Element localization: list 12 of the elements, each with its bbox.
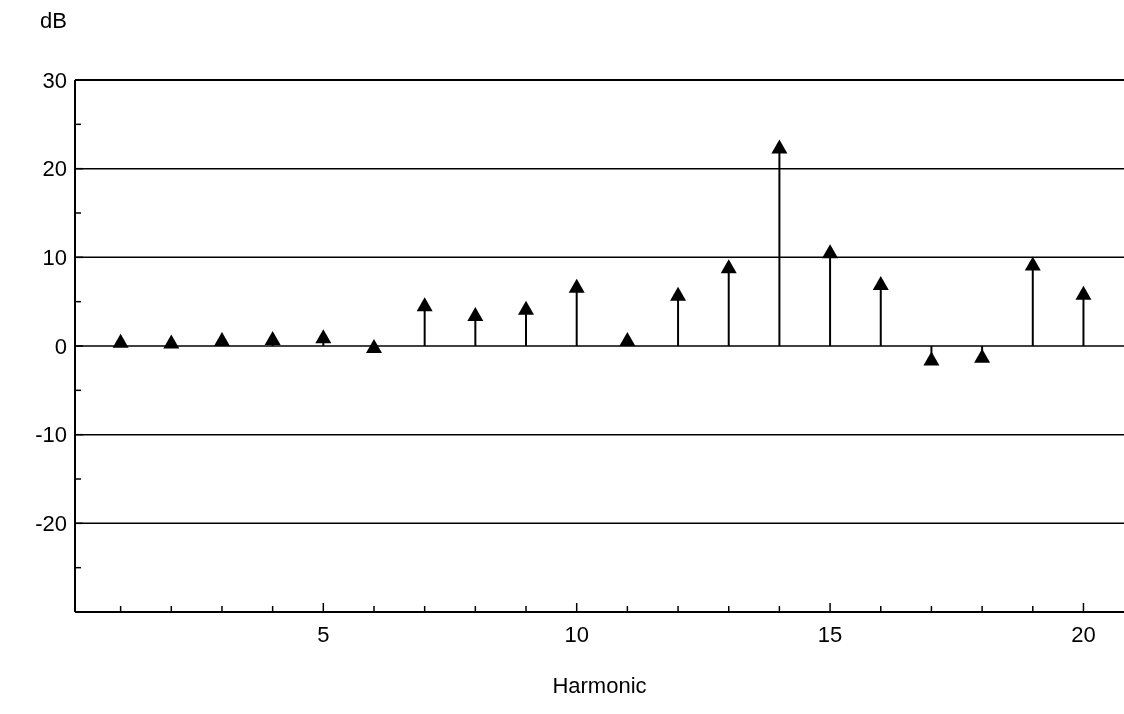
- x-tick-label: 20: [1071, 622, 1096, 647]
- y-tick-label: 30: [42, 67, 67, 93]
- y-tick-label: 0: [54, 333, 67, 359]
- x-axis-title: Harmonic: [552, 673, 647, 698]
- y-tick-label: -10: [35, 422, 67, 448]
- y-tick-label: 10: [42, 245, 67, 271]
- x-tick-label: 5: [317, 622, 330, 647]
- y-tick-label: 20: [42, 156, 67, 182]
- x-tick-label: 15: [817, 622, 843, 647]
- y-tick-label: -20: [35, 511, 67, 537]
- y-axis-title: dB: [40, 8, 67, 33]
- x-tick-label: 10: [564, 622, 589, 647]
